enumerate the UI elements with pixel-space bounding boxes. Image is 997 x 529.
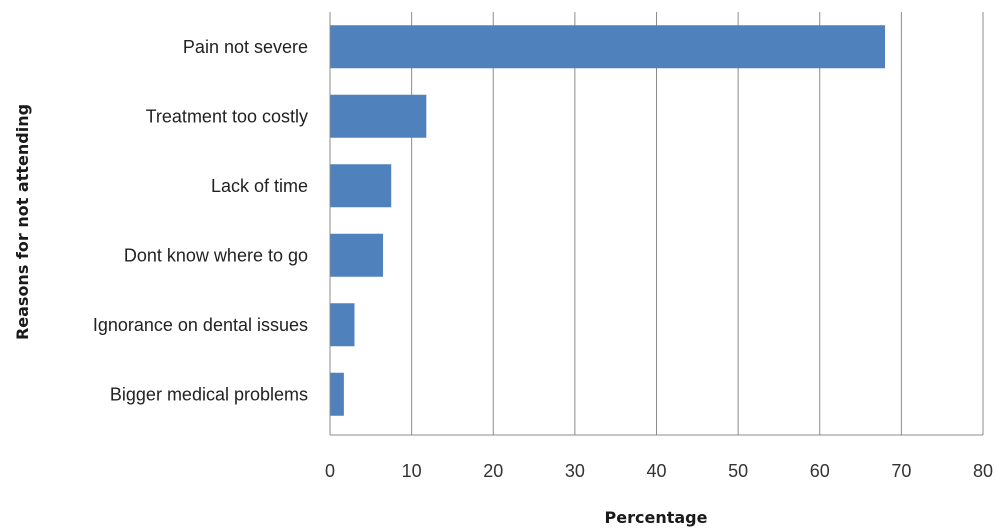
- x-tick-label: 50: [728, 461, 748, 481]
- category-label: Dont know where to go: [124, 245, 308, 265]
- x-tick-label: 10: [402, 461, 422, 481]
- category-label: Treatment too costly: [146, 106, 308, 126]
- x-tick-labels: 0 10 20 30 40 50 60 70 80: [325, 461, 993, 481]
- bars: [330, 25, 886, 416]
- x-tick-label: 0: [325, 461, 335, 481]
- x-tick-label: 20: [483, 461, 503, 481]
- category-label: Bigger medical problems: [110, 384, 308, 404]
- bar: [330, 303, 355, 347]
- x-tick-label: 60: [810, 461, 830, 481]
- x-tick-label: 70: [891, 461, 911, 481]
- category-labels: Pain not severe Treatment too costly Lack …: [93, 37, 308, 405]
- bar: [330, 233, 384, 277]
- bar: [330, 372, 344, 416]
- y-axis-title: Reasons for not attending: [13, 104, 32, 340]
- gridlines: [411, 12, 984, 435]
- bar: [330, 25, 886, 69]
- x-tick-label: 40: [646, 461, 666, 481]
- bar: [330, 94, 427, 138]
- x-axis-title: Percentage: [605, 508, 708, 527]
- category-label: Pain not severe: [183, 37, 308, 57]
- x-tick-label: 80: [973, 461, 993, 481]
- category-label: Lack of time: [211, 176, 308, 196]
- bar: [330, 164, 392, 208]
- x-tick-label: 30: [565, 461, 585, 481]
- category-label: Ignorance on dental issues: [93, 315, 308, 335]
